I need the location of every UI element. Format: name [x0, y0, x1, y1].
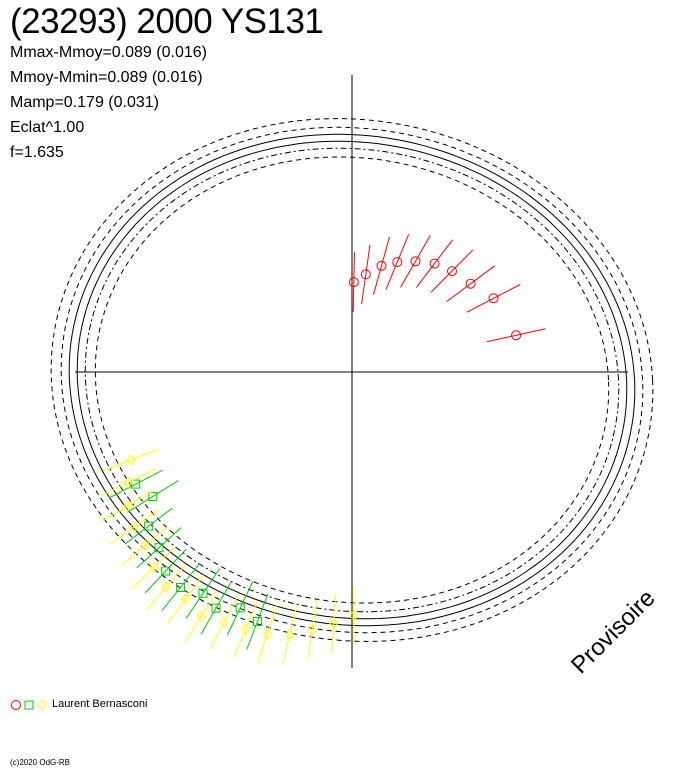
error-bar-2-14: [331, 593, 337, 654]
error-bar-1-9: [246, 593, 269, 650]
error-bar-0-0: [486, 328, 546, 343]
data-point-diamond-7: [181, 593, 191, 605]
stat-mmax-mmoy: Mmax-Mmoy=0.089 (0.016): [10, 44, 207, 61]
error-bar-0-9: [352, 252, 355, 313]
stat-eclat: Eclat^1.00: [10, 119, 85, 136]
legend-square-marker: [24, 700, 34, 710]
data-point-square-4: [161, 566, 171, 576]
data-point-diamond-0: [126, 454, 136, 466]
error-bar-2-15: [353, 585, 355, 646]
error-bar-2-1: [101, 468, 156, 497]
data-point-square-7: [211, 603, 221, 613]
envelope-curve-2: [76, 140, 628, 620]
data-point-diamond-1: [123, 476, 133, 489]
error-bar-0-6: [385, 234, 410, 290]
error-bar-2-10: [233, 601, 258, 658]
error-bar-1-0: [127, 480, 179, 513]
data-point-circle-5: [410, 256, 421, 267]
data-point-diamond-4: [140, 539, 151, 552]
legend-circle-marker: [11, 700, 21, 710]
data-point-diamond-11: [262, 628, 272, 641]
data-point-circle-9: [348, 277, 359, 288]
data-point-circle-7: [376, 260, 387, 271]
error-bar-2-13: [307, 600, 318, 660]
envelope-curve-5: [50, 118, 654, 642]
data-point-square-2: [144, 521, 154, 531]
data-point-square-6: [198, 588, 208, 598]
error-bar-1-1: [108, 469, 163, 499]
error-bar-2-7: [167, 574, 204, 624]
data-point-diamond-10: [240, 623, 251, 636]
envelope-curve-3: [68, 133, 636, 627]
legend-diamond-marker: [37, 699, 47, 711]
data-point-diamond-13: [307, 624, 318, 636]
error-bar-2-12: [282, 605, 298, 664]
legend-markers: [11, 699, 47, 711]
data-point-diamond-8: [196, 610, 207, 623]
data-point-circle-0: [511, 330, 522, 341]
error-bar-1-8: [226, 580, 254, 636]
error-bar-2-5: [132, 546, 176, 589]
legend-observer-label: Laurent Bernasconi: [52, 698, 148, 710]
error-bar-2-4: [122, 525, 169, 566]
data-point-diamond-5: [149, 561, 159, 574]
data-point-square-3: [154, 543, 164, 553]
data-point-square-8: [235, 603, 245, 613]
stat-mmoy-mmin: Mmoy-Mmin=0.089 (0.016): [10, 69, 203, 86]
error-bar-2-3: [109, 508, 160, 545]
stat-frequency: f=1.635: [10, 144, 64, 161]
data-point-circle-2: [465, 278, 476, 289]
chart-title: (23293) 2000 YS131: [10, 2, 324, 41]
data-point-diamond-15: [349, 609, 359, 622]
data-point-square-9: [252, 617, 262, 626]
error-bar-0-1: [466, 284, 521, 313]
error-bar-2-9: [209, 595, 239, 650]
error-bar-1-5: [161, 563, 200, 612]
error-bar-1-3: [136, 527, 182, 569]
error-bar-0-7: [373, 236, 390, 295]
data-point-square-0: [148, 492, 158, 501]
data-point-diamond-3: [129, 520, 140, 533]
data-point-diamond-9: [219, 616, 229, 629]
data-point-circle-3: [447, 266, 457, 277]
error-bar-2-2: [101, 489, 154, 522]
error-bar-1-2: [124, 507, 173, 545]
error-bar-0-2: [446, 265, 495, 303]
data-point-diamond-14: [329, 617, 339, 630]
data-point-circle-8: [360, 269, 371, 280]
data-point-circle-1: [488, 293, 499, 304]
error-bar-0-5: [400, 235, 431, 288]
error-bar-0-8: [361, 244, 371, 305]
envelope-curve-0: [94, 156, 610, 604]
error-bar-1-6: [185, 568, 221, 619]
data-point-square-5: [175, 583, 185, 592]
error-bar-0-4: [416, 239, 454, 288]
data-point-diamond-12: [285, 628, 295, 641]
stat-mamp: Mamp=0.179 (0.031): [10, 94, 159, 111]
data-point-square-1: [131, 479, 141, 489]
error-bar-1-4: [144, 548, 187, 594]
error-bar-2-11: [257, 605, 277, 663]
error-bar-2-6: [146, 564, 187, 611]
data-point-circle-4: [429, 258, 440, 269]
data-point-circle-6: [392, 257, 403, 268]
envelope-curve-1: [84, 147, 620, 613]
data-point-diamond-2: [123, 499, 133, 512]
envelope-curve-4: [60, 126, 644, 634]
error-bar-2-8: [185, 590, 218, 643]
error-bar-1-7: [200, 581, 232, 635]
data-point-diamond-6: [161, 581, 171, 593]
error-bar-2-0: [102, 448, 160, 472]
copyright-credit: (c)2020 OdG-RB: [10, 758, 71, 767]
error-bar-0-3: [430, 249, 474, 293]
